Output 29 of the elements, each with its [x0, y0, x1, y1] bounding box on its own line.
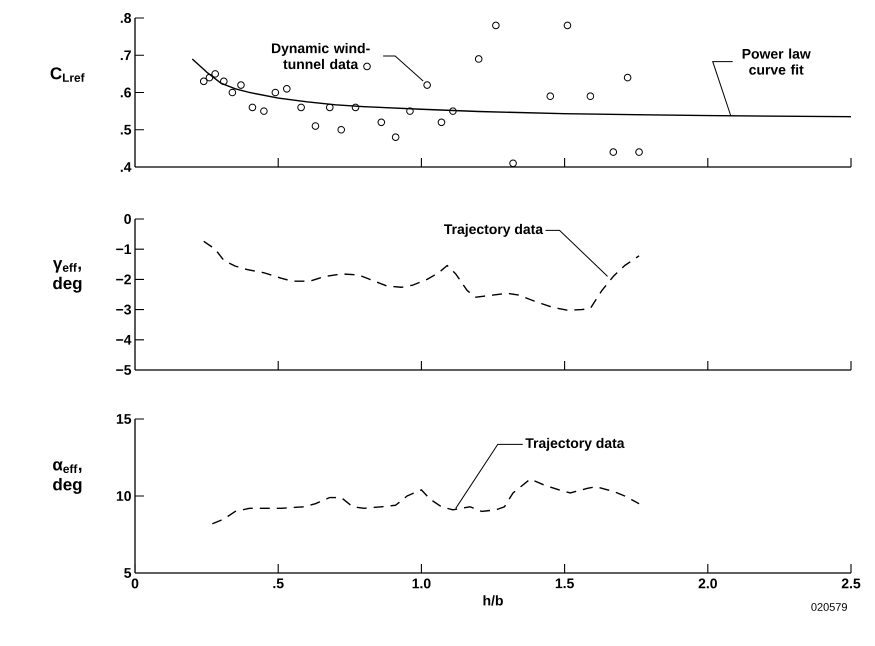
y-tick-label: −3 — [116, 304, 131, 315]
x-tick-label: .5 — [273, 578, 284, 588]
y-tick-label: −4 — [116, 335, 132, 345]
y-tick-label: .6 — [120, 88, 131, 98]
y-tick-label: −1 — [116, 244, 132, 254]
annotation: Trajectory data — [444, 224, 544, 237]
y-axis-title: C$_{Lref}$ — [50, 67, 85, 82]
y-axis-title: α$_{eff}$, deg — [53, 461, 82, 494]
x-tick-label: 2.0 — [698, 578, 717, 588]
y-tick-label: .5 — [120, 124, 132, 135]
y-tick-label: 5 — [124, 568, 132, 578]
y-tick-label: −5 — [116, 365, 132, 375]
y-tick-label: .8 — [120, 13, 132, 23]
text: 020579 — [811, 603, 847, 611]
y-tick-label: 10 — [116, 491, 131, 501]
annotation: Power law curve fit — [742, 48, 811, 75]
y-tick-label: .4 — [120, 162, 132, 172]
annotation: Dynamic wind-tunnel data — [272, 42, 370, 70]
y-tick-label: −2 — [116, 274, 131, 284]
x-tick-label: 1.0 — [412, 578, 431, 588]
x-tick-label: 1.5 — [556, 578, 574, 588]
y-tick-label: 0 — [124, 214, 131, 224]
x-tick-label: 0 — [132, 578, 138, 588]
x-axis-title: h/b — [484, 595, 503, 606]
y-axis-title: γ$_{eff}$, deg — [52, 260, 82, 293]
y-tick-label: .7 — [120, 50, 131, 60]
y-tick-label: 15 — [116, 414, 132, 424]
annotation: Trajectory data — [525, 438, 625, 451]
x-tick-label: 2.5 — [842, 578, 860, 588]
